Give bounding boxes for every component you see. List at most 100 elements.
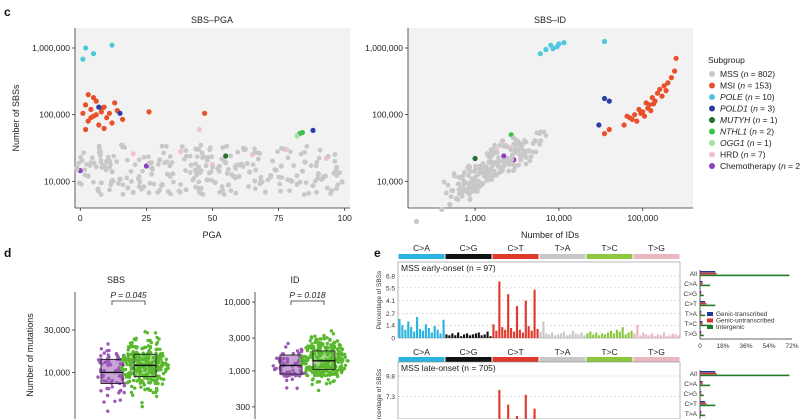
point-mss xyxy=(98,180,104,186)
point-mss xyxy=(308,163,314,169)
point-msi xyxy=(109,120,115,126)
box-y-tick-label: 300 xyxy=(236,402,250,412)
point-pole xyxy=(561,40,567,46)
point-mss xyxy=(252,146,257,152)
point-mss xyxy=(533,138,539,144)
point-mss xyxy=(486,154,492,160)
point-mss xyxy=(228,153,234,159)
point-mss xyxy=(288,149,293,155)
box-jitter-point xyxy=(316,388,321,393)
spectrum-bar xyxy=(659,335,662,338)
point-mss xyxy=(167,174,173,179)
point-mss xyxy=(203,163,209,169)
spectrum-title: MSS late-onset (n = 705) xyxy=(401,363,496,373)
point-mss xyxy=(485,177,491,183)
box-jitter-point xyxy=(336,357,340,361)
point-mss xyxy=(212,179,218,186)
point-pold1 xyxy=(117,110,123,116)
spectrum-bar xyxy=(548,334,551,338)
box-jitter-point xyxy=(151,390,155,395)
spectrum-bar xyxy=(504,329,507,338)
point-mss xyxy=(319,177,324,182)
legend-item-n: n xyxy=(750,138,755,148)
spectrum-y-tick-label: 5.5 xyxy=(386,285,395,292)
mutation-class-band xyxy=(539,254,586,259)
point-mss xyxy=(252,150,258,156)
spectrum-bar xyxy=(518,329,521,338)
point-hrd xyxy=(130,151,136,157)
point-mss xyxy=(78,154,83,160)
point-mss xyxy=(496,164,501,170)
point-mss xyxy=(291,163,297,169)
box-jitter-point xyxy=(304,346,308,350)
box-jitter-point xyxy=(309,336,314,340)
sbs-id-background xyxy=(408,28,693,208)
spectrum-bar xyxy=(615,329,618,338)
box-jitter-point xyxy=(310,354,314,358)
point-mss xyxy=(140,168,145,174)
mutation-class-label: C>A xyxy=(413,243,430,253)
spectrum-bar xyxy=(662,332,665,338)
strand-legend-label: Intergenic xyxy=(716,324,745,331)
point-mss xyxy=(111,153,117,159)
point-mss xyxy=(95,186,101,192)
point-mss xyxy=(297,179,303,185)
point-mss xyxy=(528,154,534,159)
legend-item-paren: ( xyxy=(743,92,748,102)
spectrum-bar xyxy=(630,330,633,338)
point-mss xyxy=(233,166,239,171)
point-mss xyxy=(294,173,300,179)
point-mss xyxy=(120,182,126,188)
spectrum-bar xyxy=(533,289,536,338)
box-jitter-point xyxy=(159,357,163,361)
point-mss xyxy=(250,162,256,168)
box-jitter-point xyxy=(301,357,305,362)
spectrum-bar xyxy=(618,331,621,338)
point-msi xyxy=(606,126,612,133)
box-jitter-point xyxy=(298,357,302,362)
box-iqr xyxy=(100,358,124,385)
point-mss xyxy=(497,170,503,175)
legend-item-name: HRD ( xyxy=(720,150,744,160)
box-jitter-point xyxy=(99,354,103,358)
point-mss xyxy=(452,173,457,179)
point-mss xyxy=(119,142,125,148)
strand-x-tick-label: 72% xyxy=(785,343,798,350)
point-mss xyxy=(204,177,210,183)
spectrum-bar xyxy=(542,321,545,338)
point-mss xyxy=(88,160,94,166)
point-msi xyxy=(636,106,642,112)
legend-marker xyxy=(709,140,715,146)
spectrum-bar xyxy=(612,333,615,338)
point-mss xyxy=(525,148,531,154)
box-jitter-point xyxy=(106,342,110,346)
legend-item-paren: ( xyxy=(750,115,755,125)
box-jitter-point xyxy=(310,382,314,387)
spectrum-bar xyxy=(565,335,568,338)
spectrum-bar xyxy=(439,333,442,338)
strand-category-label: T>A xyxy=(685,311,698,318)
box-jitter-point xyxy=(121,355,126,359)
point-mss xyxy=(538,138,544,144)
point-mss xyxy=(157,157,163,163)
box-jitter-point xyxy=(312,373,317,378)
point-pole xyxy=(601,38,608,45)
legend-marker xyxy=(709,151,715,158)
box-y-tick-label: 10,000 xyxy=(44,367,70,377)
point-msi xyxy=(672,68,678,74)
spectrum-bar xyxy=(413,331,416,338)
point-mss xyxy=(97,146,102,151)
point-mss xyxy=(466,173,471,178)
panel-label-d: d xyxy=(4,246,11,260)
box-jitter-point xyxy=(153,331,158,335)
mutation-class-label: T>A xyxy=(555,243,571,253)
point-msi xyxy=(90,95,97,101)
box-jitter-point xyxy=(126,380,130,384)
strand-category-label: T>A xyxy=(685,411,698,418)
point-mss xyxy=(235,149,241,155)
point-mss xyxy=(537,141,542,147)
strand-bar xyxy=(700,382,703,385)
spectrum-bar xyxy=(460,336,463,338)
spectrum-bar xyxy=(489,336,492,338)
box-jitter-point xyxy=(137,376,141,380)
